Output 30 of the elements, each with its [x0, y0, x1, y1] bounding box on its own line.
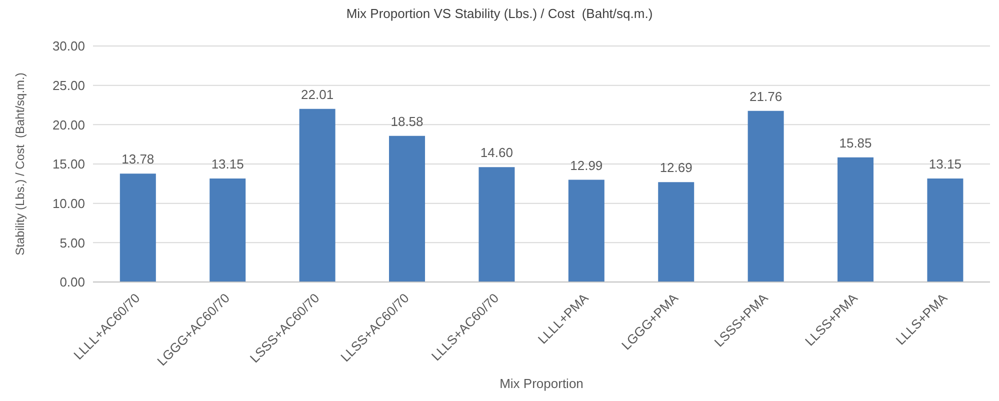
y-tick-label: 30.00	[52, 38, 85, 54]
bar	[568, 180, 604, 282]
bar	[478, 167, 515, 282]
y-tick-label: 20.00	[52, 117, 85, 132]
data-label: 22.01	[301, 86, 334, 102]
bar	[658, 182, 694, 282]
y-tick-label: 10.00	[52, 196, 85, 211]
data-label: 12.99	[570, 158, 603, 173]
data-label: 14.60	[480, 145, 513, 160]
bar	[299, 108, 336, 282]
bar	[210, 178, 246, 282]
bar	[389, 136, 426, 282]
data-label: 12.69	[660, 160, 692, 176]
y-tick-label: 15.00	[52, 156, 85, 172]
bar	[927, 178, 964, 282]
bar	[838, 157, 874, 282]
data-label: 18.58	[390, 114, 424, 129]
bar	[120, 174, 156, 282]
bar	[748, 110, 784, 282]
data-label: 21.76	[750, 88, 782, 104]
data-label: 13.15	[928, 156, 962, 172]
data-label: 13.78	[122, 152, 154, 167]
y-axis-title: Stability (Lbs.) / Cost (Baht/sq.m.)	[13, 72, 27, 256]
y-tick-label: 5.00	[60, 235, 85, 250]
data-label: 15.85	[839, 135, 872, 150]
x-axis-title: Mix Proportion	[500, 376, 584, 391]
data-label: 13.15	[211, 156, 244, 172]
y-tick-label: 0.00	[60, 274, 85, 290]
chart-title: Mix Proportion VS Stability (Lbs.) / Cost (Baht/sq.m.)	[345, 6, 654, 21]
y-tick-label: 25.00	[52, 78, 85, 93]
